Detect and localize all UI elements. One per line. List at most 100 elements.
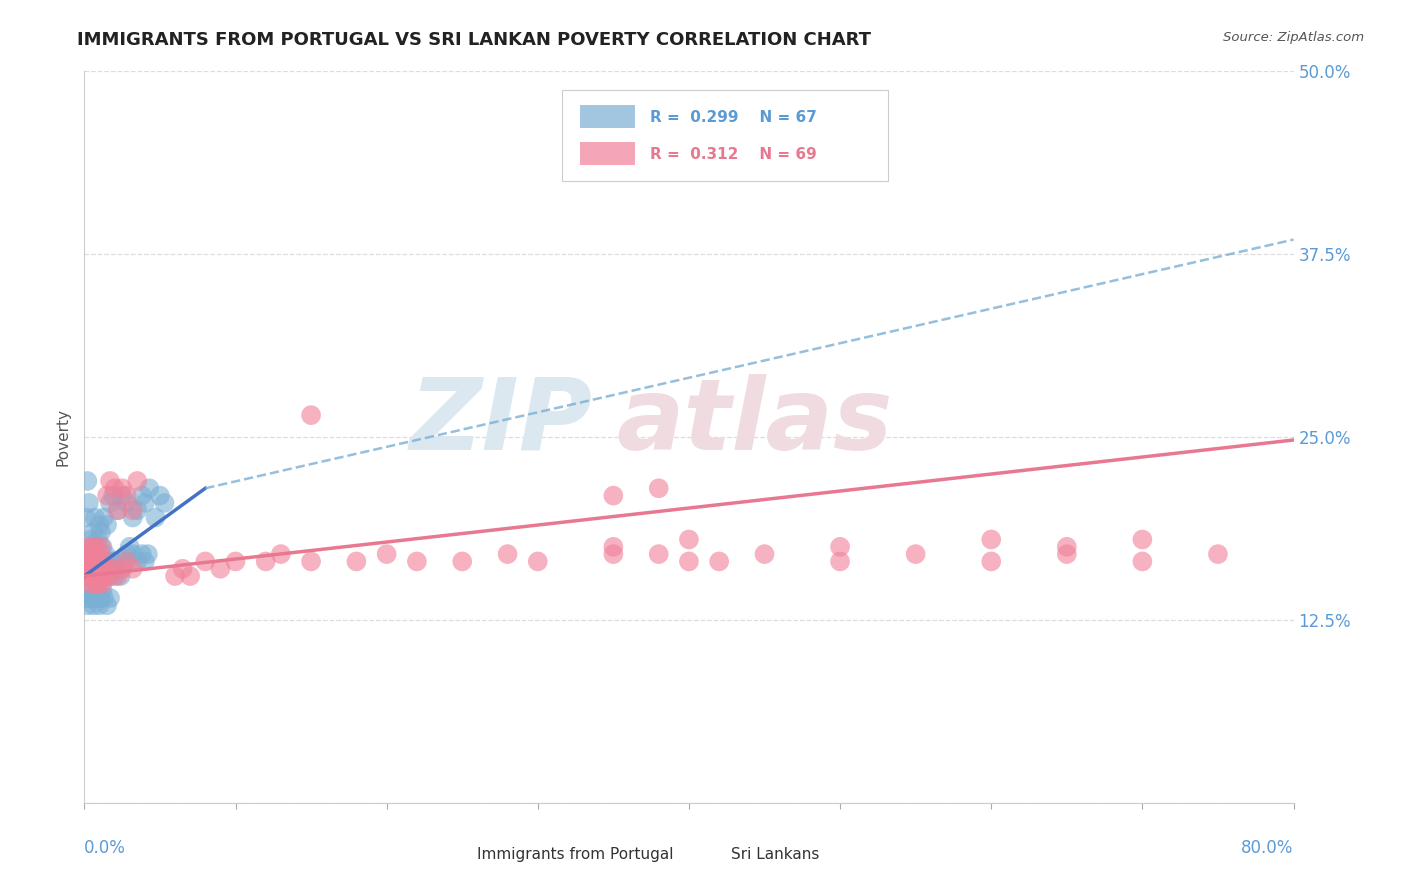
Bar xyxy=(689,845,723,865)
Point xyxy=(90,562,112,576)
Point xyxy=(87,569,110,583)
Point xyxy=(111,481,134,495)
Point xyxy=(1130,554,1153,568)
Point xyxy=(1056,547,1078,561)
Point xyxy=(89,547,111,561)
Point xyxy=(678,533,700,547)
Point xyxy=(82,599,104,613)
Point xyxy=(91,576,114,591)
Point xyxy=(375,547,398,561)
Point xyxy=(153,496,176,510)
Point xyxy=(79,554,101,568)
Point xyxy=(131,547,153,561)
Point xyxy=(98,474,121,488)
Point xyxy=(89,576,111,591)
Point xyxy=(101,554,124,568)
Point xyxy=(93,591,115,605)
Point xyxy=(90,540,112,554)
Point xyxy=(80,540,103,554)
Point xyxy=(79,576,101,591)
Point xyxy=(121,547,143,561)
Point xyxy=(87,569,110,583)
Point xyxy=(87,554,110,568)
Point xyxy=(82,525,104,540)
Point xyxy=(98,591,121,605)
Point xyxy=(527,554,550,568)
Point xyxy=(101,489,124,503)
Point xyxy=(107,503,129,517)
Point xyxy=(93,569,115,583)
Point xyxy=(96,489,118,503)
Text: 80.0%: 80.0% xyxy=(1241,839,1294,857)
Point xyxy=(107,503,129,517)
Point xyxy=(98,569,121,583)
Point xyxy=(98,569,121,583)
Point xyxy=(91,540,114,554)
Point xyxy=(830,554,852,568)
Point xyxy=(87,591,110,605)
Point xyxy=(82,576,104,591)
Point xyxy=(904,547,927,561)
Text: atlas: atlas xyxy=(616,374,893,471)
Point xyxy=(104,481,127,495)
Point xyxy=(82,554,104,568)
Point xyxy=(94,547,117,561)
Point xyxy=(104,569,127,583)
Point xyxy=(451,554,474,568)
Point xyxy=(98,496,121,510)
Point xyxy=(89,599,111,613)
Point xyxy=(1130,533,1153,547)
Point xyxy=(86,540,108,554)
Point xyxy=(84,569,107,583)
Point xyxy=(496,547,519,561)
Point xyxy=(84,510,107,524)
Point xyxy=(80,540,103,554)
Point xyxy=(84,554,107,568)
Point xyxy=(75,510,97,524)
Text: Source: ZipAtlas.com: Source: ZipAtlas.com xyxy=(1223,31,1364,45)
Point xyxy=(96,562,118,576)
Point xyxy=(134,554,156,568)
Point xyxy=(980,533,1002,547)
Point xyxy=(121,503,143,517)
Point xyxy=(115,554,138,568)
Point xyxy=(80,591,103,605)
Point xyxy=(112,554,135,568)
Point xyxy=(96,517,118,532)
Point xyxy=(602,547,624,561)
Point xyxy=(76,599,98,613)
Point xyxy=(127,554,149,568)
Point xyxy=(89,554,111,568)
Point xyxy=(138,481,160,495)
Point xyxy=(678,554,700,568)
Point xyxy=(93,554,115,568)
Point xyxy=(90,569,112,583)
Point xyxy=(127,503,149,517)
Point xyxy=(194,554,217,568)
Point xyxy=(131,489,153,503)
Point xyxy=(75,554,97,568)
Point xyxy=(115,489,138,503)
Text: Sri Lankans: Sri Lankans xyxy=(731,847,820,863)
Point xyxy=(86,562,108,576)
Point xyxy=(86,576,108,591)
Point xyxy=(76,474,98,488)
Point xyxy=(76,562,98,576)
Point xyxy=(225,554,247,568)
Point xyxy=(107,562,129,576)
Point xyxy=(84,591,107,605)
Point xyxy=(830,540,852,554)
Point xyxy=(602,540,624,554)
Point xyxy=(75,591,97,605)
Point xyxy=(134,496,156,510)
Point xyxy=(149,489,172,503)
Point xyxy=(93,510,115,524)
Point xyxy=(79,533,101,547)
Point xyxy=(96,599,118,613)
Point xyxy=(90,525,112,540)
Text: ZIP: ZIP xyxy=(409,374,592,471)
Point xyxy=(77,591,100,605)
Point xyxy=(602,489,624,503)
Bar xyxy=(581,142,634,165)
Point xyxy=(104,562,127,576)
